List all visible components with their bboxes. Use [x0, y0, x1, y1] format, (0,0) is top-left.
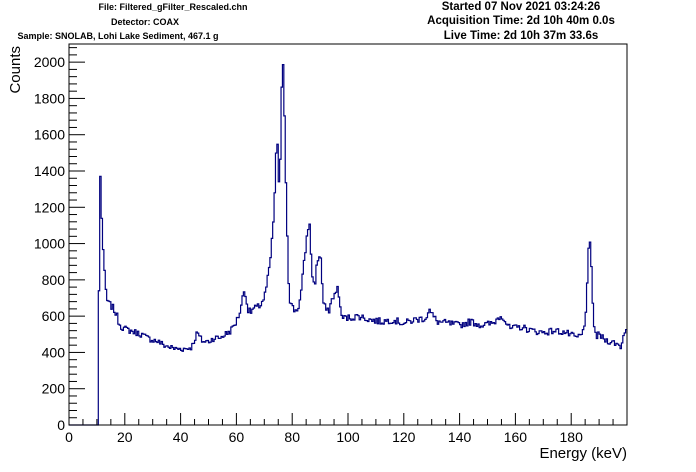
- x-tick-label: 60: [229, 429, 245, 445]
- x-axis-label: Energy (keV): [539, 445, 627, 462]
- x-tick-label: 140: [448, 429, 472, 445]
- x-tick-label: 40: [173, 429, 189, 445]
- detector-label: Detector: COAX: [110, 17, 180, 27]
- y-tick-label: 600: [42, 308, 66, 324]
- y-tick-label: 0: [57, 417, 65, 433]
- y-axis: 0 200 400 600 800 1000 1200 1400 1600 1800 2000: [34, 47, 85, 433]
- x-tick-label: 180: [560, 429, 584, 445]
- y-tick-label: 1200: [34, 199, 65, 215]
- y-tick-label: 400: [42, 344, 66, 360]
- y-tick-label: 1400: [34, 163, 65, 179]
- x-axis: 0 20 40 60 80 100 120 140 160 180: [65, 413, 614, 445]
- live-time-label: Live Time: 2d 10h 37m 33.6s: [443, 30, 599, 42]
- plot-frame: [68, 43, 628, 426]
- y-tick-label: 800: [42, 272, 66, 288]
- y-tick-label: 2000: [34, 54, 65, 70]
- x-tick-label: 160: [504, 429, 528, 445]
- y-tick-label: 200: [42, 381, 66, 397]
- x-tick-label: 80: [284, 429, 300, 445]
- y-axis-label: Counts: [7, 46, 24, 94]
- started-label: Started 07 Nov 2021 03:24:26: [441, 1, 601, 13]
- x-tick-label: 0: [65, 429, 73, 445]
- sample-label: Sample: SNOLAB, Lohi Lake Sediment, 467.…: [17, 31, 219, 41]
- y-tick-label: 1800: [34, 90, 65, 106]
- file-label: File: Filtered_gFilter_Rescaled.chn: [98, 2, 248, 12]
- series-line: [69, 63, 627, 426]
- x-tick-label: 20: [117, 429, 133, 445]
- x-tick-label: 120: [392, 429, 416, 445]
- x-tick-label: 100: [336, 429, 360, 445]
- y-tick-label: 1600: [34, 127, 65, 143]
- acquisition-time-label: Acquisition Time: 2d 10h 40m 0.0s: [427, 15, 615, 27]
- y-tick-label: 1000: [34, 236, 65, 252]
